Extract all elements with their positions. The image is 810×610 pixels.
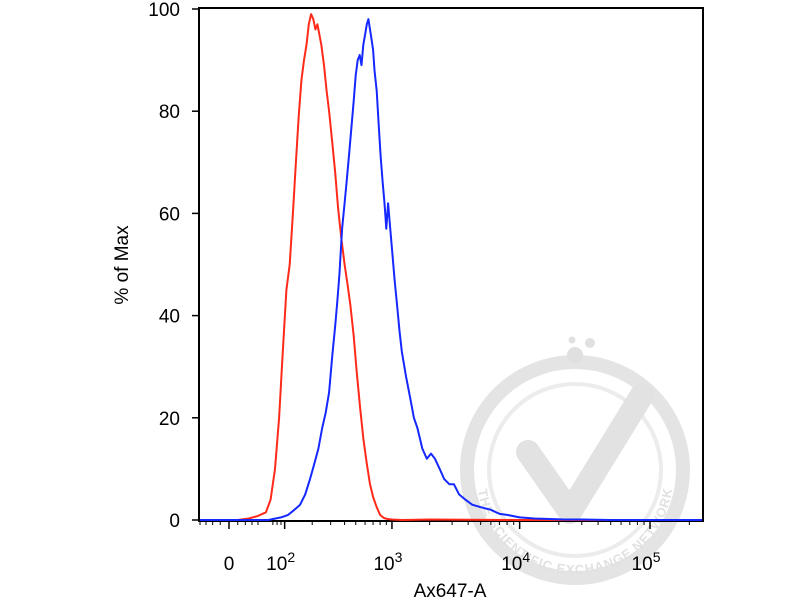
watermark-inner-ring [487, 382, 663, 558]
series-layer [200, 13, 702, 521]
watermark-dot-small [568, 336, 576, 344]
x-tick-label: 104 [501, 549, 530, 575]
x-axis: 0 102 103 104 105 [199, 521, 690, 575]
y-axis: 0 20 40 60 80 100 [148, 0, 199, 532]
x-axis-title: Ax647-A [414, 581, 487, 602]
x-tick-label: 102 [266, 549, 295, 575]
y-tick-label: 40 [159, 307, 180, 328]
y-tick-label: 60 [159, 204, 180, 225]
x-tick-label: 105 [632, 549, 661, 575]
y-tick-label: 80 [159, 102, 180, 123]
y-tick-label: 100 [148, 0, 180, 21]
y-tick-label: 20 [159, 409, 180, 430]
histogram-series-line-2 [200, 18, 702, 521]
y-axis-title: % of Max [112, 225, 133, 305]
histogram-series-line-1 [200, 13, 702, 521]
watermark-logo: THE SCIENTIFIC EXCHANGE NETWORK [460, 336, 690, 585]
watermark-dot-large [567, 347, 583, 363]
watermark-dot-medium [585, 338, 595, 348]
x-tick-label: 103 [373, 549, 402, 575]
plot-frame [198, 7, 704, 522]
x-tick-label: 0 [224, 554, 235, 575]
y-tick-label: 0 [169, 511, 180, 532]
watermark-checkmark-icon [516, 383, 654, 524]
